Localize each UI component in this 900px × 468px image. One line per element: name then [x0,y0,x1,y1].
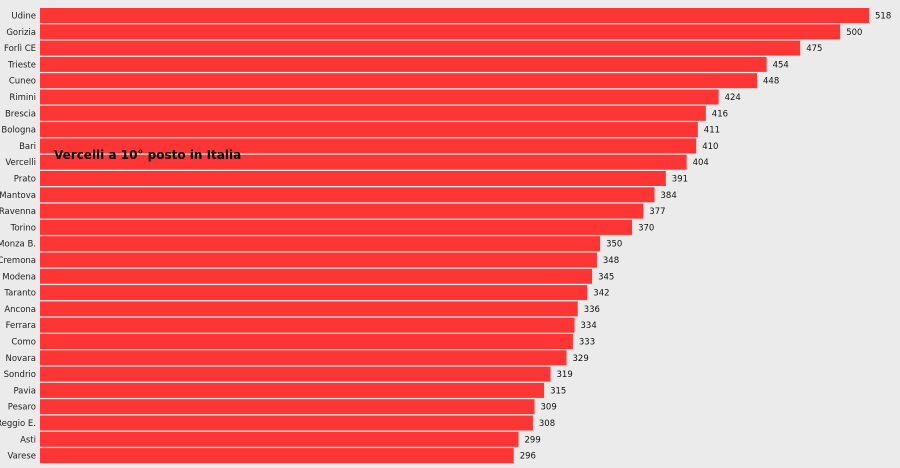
value-label: 350 [606,240,622,250]
value-label: 424 [725,93,741,103]
category-labels-group: Udine Gorizia Forlì CE Trieste Cuneo Rimini Br… [0,12,36,462]
value-label: 334 [581,321,597,331]
category-label: Monza B. [0,240,36,250]
bar-reggio-e- [40,415,533,431]
value-label: 391 [672,175,688,185]
value-label: 329 [573,354,589,364]
value-label: 518 [875,12,891,22]
value-label: 411 [704,126,720,136]
value-label: 319 [557,370,573,380]
bar-sondrio [40,366,551,382]
bar-cuneo [40,73,757,89]
bar-forl-ce [40,40,801,56]
value-label: 448 [763,77,779,87]
value-label: 410 [702,142,718,152]
bar-prato [40,171,666,186]
bar-udine [40,8,869,23]
category-label: Forlì CE [4,44,36,54]
bar-asti [40,431,519,447]
bar-mantova [40,187,655,203]
value-label: 308 [539,419,555,429]
category-label: Gorizia [6,28,36,38]
category-label: Cuneo [9,77,36,87]
value-label: 404 [693,158,709,168]
bar-ferrara [40,317,575,333]
value-label: 416 [712,109,728,119]
value-label: 345 [598,272,614,282]
category-label: Novara [5,354,36,364]
value-label: 370 [638,223,654,233]
category-label: Trieste [7,60,36,70]
category-label: Ancona [4,305,36,315]
category-label: Udine [11,12,36,22]
value-label: 299 [525,435,541,445]
bar-varese [40,448,514,464]
category-label: Bari [19,142,36,152]
category-label: Torino [10,223,36,233]
category-label: Como [11,338,36,348]
category-label: Sondrio [4,370,36,380]
bar-brescia [40,105,706,121]
bar-pesaro [40,399,535,415]
bar-ancona [40,301,578,317]
bar-novara [40,350,567,366]
bar-monza-b- [40,236,601,252]
bar-trieste [40,56,767,72]
bar-vercelli [40,154,687,170]
category-label: Ferrara [6,321,36,331]
value-label: 315 [550,386,566,396]
value-label: 342 [593,289,609,299]
bar-torino [40,219,633,235]
value-label: 336 [584,305,600,315]
value-labels-group: 518 500 475 454 448 424 416 411 410 404 391 384 377 3… [520,12,892,462]
category-label: Pesaro [8,403,36,413]
category-label: Reggio E. [0,419,36,429]
bar-rimini [40,89,719,105]
bar-bari [40,138,697,154]
category-label: Prato [14,175,36,185]
bar-pavia [40,382,545,398]
category-label: Bologna [1,126,36,136]
bar-como [40,334,573,349]
bar-cremona [40,252,597,268]
category-label: Varese [7,452,36,462]
category-label: Ravenna [0,207,36,217]
category-label: Cremona [0,256,36,266]
bar-modena [40,268,593,284]
value-label: 377 [649,207,665,217]
bar-taranto [40,285,588,301]
category-label: Mantova [0,191,36,201]
bar-ravenna [40,203,644,219]
value-label: 309 [541,403,557,413]
value-label: 384 [661,191,677,201]
value-label: 500 [846,28,862,38]
category-label: Pavia [13,386,36,396]
value-label: 296 [520,452,536,462]
bar-gorizia [40,24,841,40]
bar-bologna [40,122,698,138]
value-label: 475 [806,44,822,54]
value-label: 333 [579,338,595,348]
category-label: Rimini [9,93,36,103]
bars-group [40,8,869,464]
chart-annotation: Vercelli a 10° posto in Italia [54,148,242,162]
value-label: 454 [773,60,789,70]
category-label: Taranto [3,289,36,299]
category-label: Asti [20,435,36,445]
category-label: Vercelli [5,158,36,168]
category-label: Brescia [5,109,36,119]
value-label: 348 [603,256,619,266]
category-label: Modena [2,272,36,282]
